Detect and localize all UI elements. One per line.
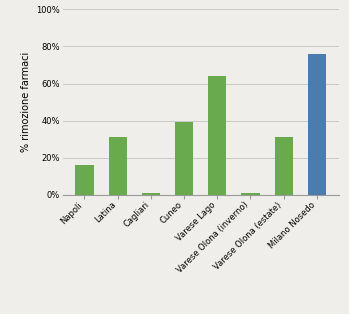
Bar [142, 193, 160, 195]
Y-axis label: % rimozione farmaci: % rimozione farmaci [21, 52, 31, 152]
Bar [208, 76, 227, 195]
Bar [175, 122, 193, 195]
Bar [308, 54, 326, 195]
Bar [109, 137, 127, 195]
Bar [242, 193, 260, 195]
Bar [75, 165, 94, 195]
Bar [275, 137, 293, 195]
